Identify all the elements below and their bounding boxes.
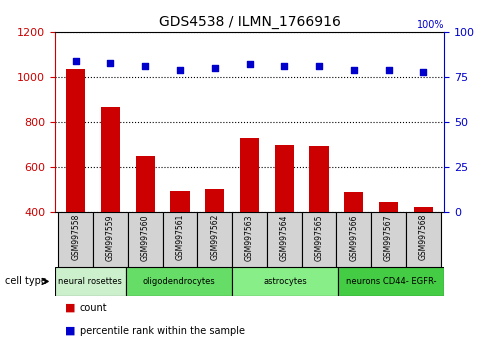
Bar	[93, 212, 128, 267]
Text: GSM997561: GSM997561	[176, 214, 185, 261]
Bar	[344, 192, 363, 212]
Bar	[379, 202, 398, 212]
Bar	[55, 267, 126, 296]
Bar	[126, 267, 232, 296]
Bar	[240, 138, 259, 212]
Text: ■: ■	[65, 326, 75, 336]
Text: GSM997564: GSM997564	[280, 214, 289, 261]
Text: GSM997566: GSM997566	[349, 214, 358, 261]
Point	[72, 58, 80, 64]
Bar	[128, 212, 163, 267]
Text: GSM997558: GSM997558	[71, 214, 80, 261]
Bar	[232, 212, 267, 267]
Text: neural rosettes: neural rosettes	[58, 277, 122, 286]
Text: GSM997560: GSM997560	[141, 214, 150, 261]
Bar	[101, 108, 120, 212]
Bar	[58, 212, 93, 267]
Bar	[301, 212, 336, 267]
Text: GSM997562: GSM997562	[210, 214, 219, 261]
Text: GSM997568: GSM997568	[419, 214, 428, 261]
Text: neurons CD44- EGFR-: neurons CD44- EGFR-	[346, 277, 436, 286]
Bar	[198, 212, 232, 267]
Text: cell type: cell type	[5, 276, 47, 286]
Text: astrocytes: astrocytes	[263, 277, 307, 286]
Bar	[414, 207, 433, 212]
Text: GSM997565: GSM997565	[314, 214, 323, 261]
Text: count: count	[80, 303, 107, 313]
Point	[211, 65, 219, 71]
Point	[350, 67, 358, 73]
Bar	[267, 212, 301, 267]
Bar	[274, 145, 294, 212]
Text: ■: ■	[65, 303, 75, 313]
Bar	[205, 189, 225, 212]
Bar	[66, 69, 85, 212]
Bar	[232, 267, 338, 296]
Bar	[309, 146, 328, 212]
Text: GSM997567: GSM997567	[384, 214, 393, 261]
Text: oligodendrocytes: oligodendrocytes	[142, 277, 215, 286]
Point	[246, 62, 253, 67]
Point	[385, 67, 393, 73]
Title: GDS4538 / ILMN_1766916: GDS4538 / ILMN_1766916	[159, 16, 340, 29]
Text: GSM997563: GSM997563	[245, 214, 254, 261]
Bar	[336, 212, 371, 267]
Point	[176, 67, 184, 73]
Bar	[371, 212, 406, 267]
Bar	[171, 191, 190, 212]
Text: 100%: 100%	[417, 20, 444, 30]
Bar	[338, 267, 444, 296]
Point	[141, 63, 149, 69]
Bar	[163, 212, 198, 267]
Point	[315, 63, 323, 69]
Point	[280, 63, 288, 69]
Text: GSM997559: GSM997559	[106, 214, 115, 261]
Bar	[406, 212, 441, 267]
Bar	[136, 156, 155, 212]
Point	[106, 60, 114, 65]
Text: percentile rank within the sample: percentile rank within the sample	[80, 326, 245, 336]
Point	[419, 69, 427, 74]
